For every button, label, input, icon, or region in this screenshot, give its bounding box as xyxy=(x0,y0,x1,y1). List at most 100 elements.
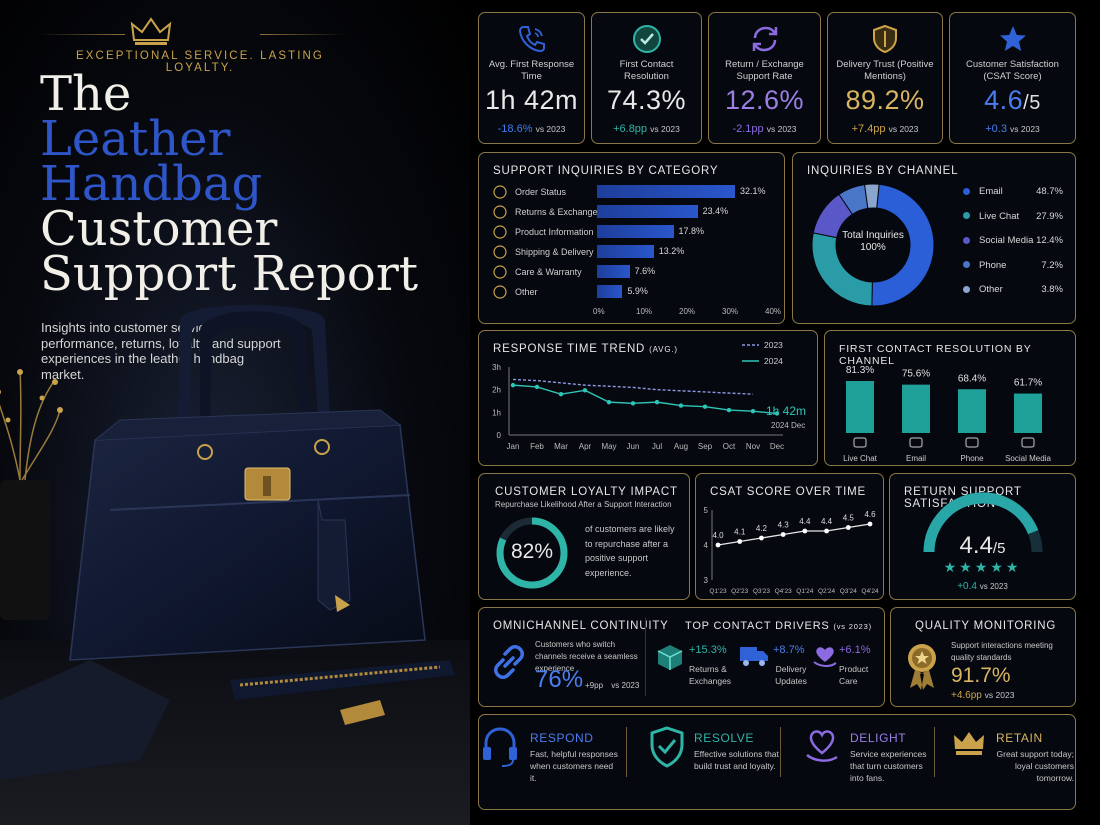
legend-value: 12.4% xyxy=(1036,235,1063,246)
channel-icon xyxy=(853,437,867,448)
chart-title: INQUIRIES BY CHANNEL xyxy=(807,165,959,177)
legend-item: Phone xyxy=(963,260,1006,271)
kpi-change: -2.1pp vs 2023 xyxy=(709,123,820,135)
data-point xyxy=(715,542,721,548)
kpi-vs: vs 2023 xyxy=(650,124,680,134)
drivers-title-text: TOP CONTACT DRIVERS xyxy=(685,620,830,632)
inquiries-by-category-card: SUPPORT INQUIRIES BY CATEGORY Order Stat… xyxy=(478,152,785,324)
driver-value: +6.1% xyxy=(839,644,871,656)
channel-icon xyxy=(965,437,979,448)
pillars-card xyxy=(478,714,1076,810)
data-point xyxy=(606,399,612,405)
legend-label: Other xyxy=(979,284,1003,295)
driver-value: +8.7% xyxy=(773,644,805,656)
divider xyxy=(934,727,935,777)
bar xyxy=(1014,393,1042,433)
x-tick-label: Phone xyxy=(960,454,984,463)
x-tick-label: Aug xyxy=(674,442,688,451)
category-label: Care & Warranty xyxy=(515,267,582,277)
x-tick-label: 0% xyxy=(593,307,605,316)
kpi-value: 12.6% xyxy=(724,85,805,115)
loyalty-impact-card: CUSTOMER LOYALTY IMPACT Repurchase Likel… xyxy=(478,473,690,600)
x-tick-label: Jul xyxy=(652,442,662,451)
bar-value-label: 23.4% xyxy=(702,206,729,216)
bar-value-label: 68.4% xyxy=(958,373,986,384)
bar xyxy=(597,205,698,218)
legend-value: 48.7% xyxy=(1036,186,1063,197)
return-support-card: RETURN SUPPORT SATISFACTION 4.4/5 ★★★★★ … xyxy=(889,473,1076,600)
x-tick-label: 40% xyxy=(765,307,782,316)
legend-label: 2023 xyxy=(764,340,783,350)
x-tick-label: Q3'23 xyxy=(753,588,771,595)
csat-line-chart: 3 4 5 4.0 Q1'23 4.1 Q2'23 4.2 Q3'23 4.3 Q4'23 4.4 Q1… xyxy=(704,506,879,595)
data-point xyxy=(582,388,588,393)
legend-label: Phone xyxy=(979,259,1007,271)
legend-value: 3.8% xyxy=(1041,284,1063,295)
category-label: Product Information xyxy=(515,227,594,237)
tagline-rule-left xyxy=(40,34,125,35)
kpi-vs: vs 2023 xyxy=(766,124,797,134)
data-point xyxy=(824,528,829,534)
legend-item: Email xyxy=(963,186,1003,197)
hero-panel: EXCEPTIONAL SERVICE. LASTING LOYALTY. Th… xyxy=(0,0,470,825)
crown-icon xyxy=(954,732,984,755)
link-icon xyxy=(494,645,524,679)
omni-value: 76% xyxy=(535,666,584,693)
kpi-vs: vs 2023 xyxy=(888,124,919,134)
data-label: 4.5 xyxy=(843,514,855,523)
title-line: Leather xyxy=(40,111,231,167)
donut-center-value: 100% xyxy=(860,242,886,253)
pillar-desc: Great support today; loyal customers tom… xyxy=(996,749,1075,783)
box-icon xyxy=(657,645,683,670)
x-tick-label: Email xyxy=(906,454,926,463)
title-line: Handbag xyxy=(40,156,263,212)
headset-icon xyxy=(483,727,517,767)
return-value-suffix: /5 xyxy=(992,540,1006,557)
return-vs: vs 2023 xyxy=(979,582,1008,591)
data-point xyxy=(558,392,564,397)
kpi-change-value: -2.1pp xyxy=(732,123,764,135)
return-change: +0.4 vs 2023 xyxy=(890,581,1075,592)
driver-label: Product Care xyxy=(839,664,869,686)
omni-change-value: +9pp xyxy=(585,681,604,690)
fcr-by-channel-card: FIRST CONTACT RESOLUTION BY CHANNEL 81.3… xyxy=(824,330,1076,466)
loyalty-ring xyxy=(496,517,568,589)
bar-value-label: 32.1% xyxy=(740,186,766,196)
x-tick-label: Sep xyxy=(698,442,713,451)
data-point xyxy=(510,382,516,388)
rating-stars: ★★★★★ xyxy=(890,559,1075,576)
x-tick-label: Social Media xyxy=(1005,454,1051,463)
x-tick-label: Jan xyxy=(507,442,520,451)
check-circle-icon xyxy=(632,25,661,53)
chart-title: CSAT SCORE OVER TIME xyxy=(710,486,866,498)
x-tick-label: Q1'23 xyxy=(709,588,727,595)
kpi-change-value: -18.6% xyxy=(497,123,533,135)
x-tick-label: Feb xyxy=(530,442,544,451)
legend-value: 27.9% xyxy=(1036,210,1063,222)
category-icon xyxy=(493,265,507,279)
driver-label: Returns & Exchanges xyxy=(689,664,732,686)
x-tick-label: Nov xyxy=(746,442,760,451)
data-point xyxy=(759,535,764,541)
pillar-desc: Service experiences that turn customers … xyxy=(850,749,927,783)
fcr-bar-chart: 81.3% Live Chat 75.6% Email 68.4% Phone 61.7% S… xyxy=(843,365,1051,463)
data-label: 4.1 xyxy=(734,528,746,537)
chart-title: FIRST CONTACT RESOLUTION BY CHANNEL xyxy=(839,343,1032,367)
bar xyxy=(958,389,986,433)
legend-label: Email xyxy=(979,186,1003,197)
legend-swatch xyxy=(963,285,970,293)
heart-hand-icon xyxy=(806,730,838,762)
data-label: 4.2 xyxy=(756,524,768,533)
quality-monitoring-card: QUALITY MONITORING Support interactions … xyxy=(890,607,1076,707)
category-icon xyxy=(493,205,507,219)
omni-change: +9pp vs 2023 xyxy=(585,681,639,690)
legend-item: Other xyxy=(963,284,1003,295)
omnichannel-drivers-card: OMNICHANNEL CONTINUITY Customers who swi… xyxy=(478,607,885,707)
kpi-value-suffix: /5 xyxy=(1023,92,1041,114)
kpi-label: First Contact Resolution xyxy=(619,59,674,82)
y-tick-label: 1h xyxy=(492,408,501,417)
donut-center-label: Total Inquiries xyxy=(842,230,904,241)
data-point xyxy=(774,411,780,416)
loyalty-value: 82% xyxy=(510,540,554,563)
divider xyxy=(780,727,781,777)
